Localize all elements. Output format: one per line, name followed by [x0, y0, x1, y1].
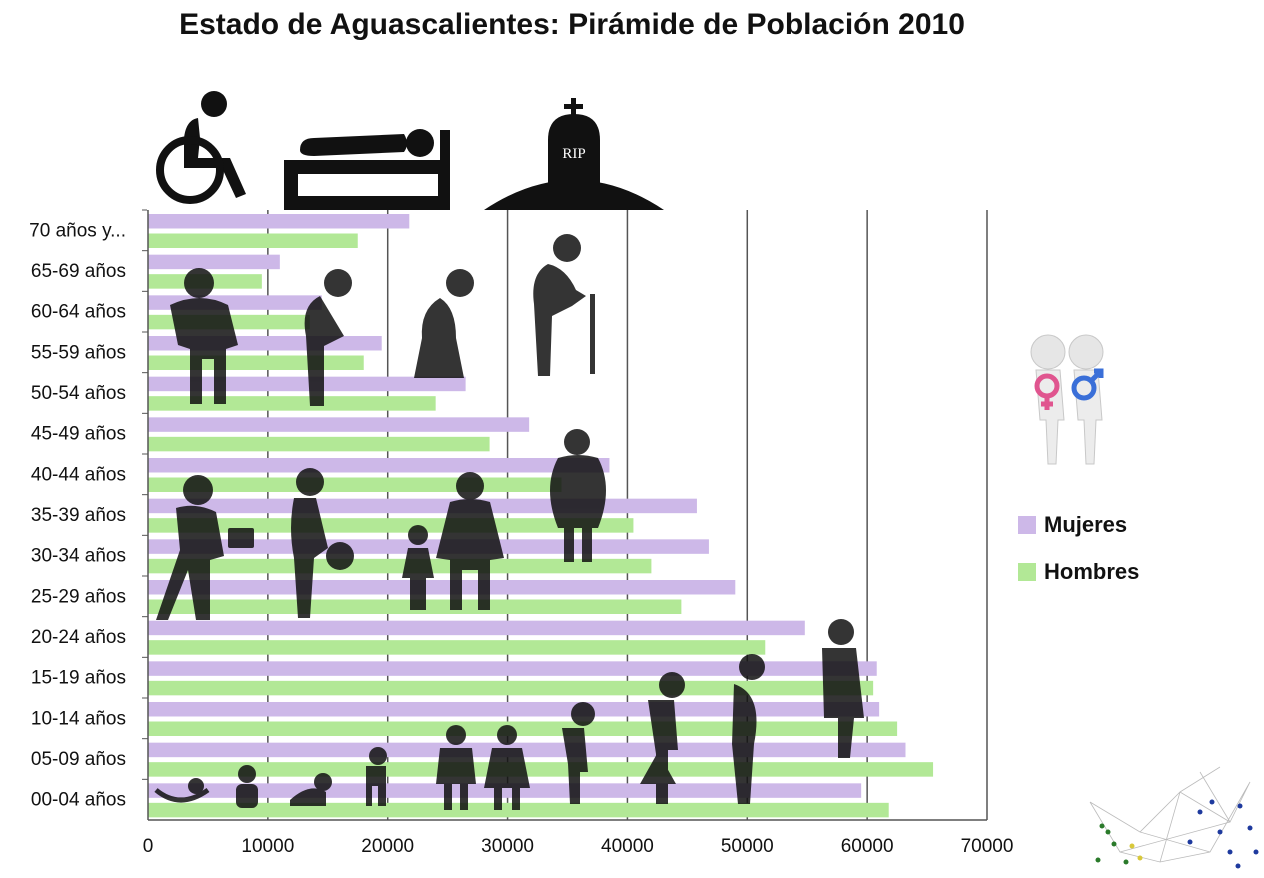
bar-hombres-5 — [148, 436, 490, 452]
y-tick-label: 00-04 años — [31, 790, 126, 811]
legend-item-hombres: Hombres — [1018, 559, 1139, 585]
x-tick-label: 10000 — [241, 836, 294, 857]
elderly-figures — [170, 234, 595, 406]
x-tick-label: 0 — [143, 836, 154, 857]
y-tick-label: 55-59 años — [31, 342, 126, 363]
bar-hombres-12 — [148, 721, 898, 736]
bar-mujeres-9 — [148, 580, 736, 595]
x-tick-label: 60000 — [841, 836, 894, 857]
y-tick-label: 45-49 años — [31, 424, 126, 445]
bar-hombres-10 — [148, 640, 766, 655]
bar-hombres-0 — [148, 233, 358, 248]
bed-icon — [284, 129, 450, 210]
bar-hombres-7 — [148, 518, 634, 533]
bar-mujeres-6 — [148, 458, 610, 473]
network-graph-icon — [1089, 766, 1259, 869]
y-tick-label: 60-64 años — [31, 302, 126, 323]
y-tick-label: 20-24 años — [31, 627, 126, 648]
bar-mujeres-4 — [148, 376, 466, 392]
x-tick-label: 30000 — [481, 836, 534, 857]
bar-mujeres-13 — [148, 742, 906, 758]
y-axis-labels: 70 años y... 65-69 años 60-64 años 55-59 añ… — [29, 209, 148, 811]
legend-label-mujeres: Mujeres — [1044, 512, 1128, 537]
child-figures — [154, 619, 864, 810]
gender-figures-icon — [1030, 334, 1104, 465]
bar-hombres-11 — [148, 680, 874, 696]
bar-mujeres-12 — [148, 702, 880, 717]
legend-item-mujeres: Mujeres — [1018, 512, 1127, 538]
x-axis-labels: 0 10000 20000 30000 40000 50000 60000 70000 — [143, 836, 1014, 857]
y-tick-label: 65-69 años — [31, 261, 126, 282]
bar-hombres-8 — [148, 558, 652, 574]
tombstone-icon: RIP — [484, 98, 664, 210]
adult-figures — [156, 429, 606, 620]
y-tick-label: 30-34 años — [31, 546, 126, 567]
y-tick-label: 40-44 años — [31, 464, 126, 485]
axes — [147, 210, 987, 821]
x-tick-label: 40000 — [601, 836, 654, 857]
legend-label-hombres: Hombres — [1044, 559, 1140, 584]
bar-hombres-14 — [148, 802, 889, 818]
x-tick-label: 20000 — [361, 836, 414, 857]
gridlines — [267, 210, 988, 820]
tombstone-text: RIP — [562, 146, 585, 162]
bar-mujeres-0 — [148, 214, 410, 229]
y-tick-label: 15-19 años — [31, 668, 126, 689]
bar-mujeres-5 — [148, 417, 530, 432]
legend-swatch-mujeres — [1018, 516, 1036, 534]
y-tick-label: 10-14 años — [31, 708, 126, 729]
y-tick-label: 05-09 años — [31, 749, 126, 770]
x-tick-label: 70000 — [961, 836, 1014, 857]
legend-swatch-hombres — [1018, 563, 1036, 581]
y-tick-label: 50-54 años — [31, 383, 126, 404]
y-tick-label: 70 años y... — [29, 220, 126, 241]
bar-mujeres-1 — [148, 254, 280, 270]
chart-title: Estado de Aguascalientes: Pirámide de Po… — [179, 8, 965, 41]
y-tick-label: 25-29 años — [31, 586, 126, 607]
bar-mujeres-10 — [148, 620, 805, 636]
bar-mujeres-11 — [148, 661, 877, 676]
x-tick-label: 50000 — [721, 836, 774, 857]
wheelchair-icon — [156, 91, 246, 204]
y-tick-label: 35-39 años — [31, 505, 126, 526]
